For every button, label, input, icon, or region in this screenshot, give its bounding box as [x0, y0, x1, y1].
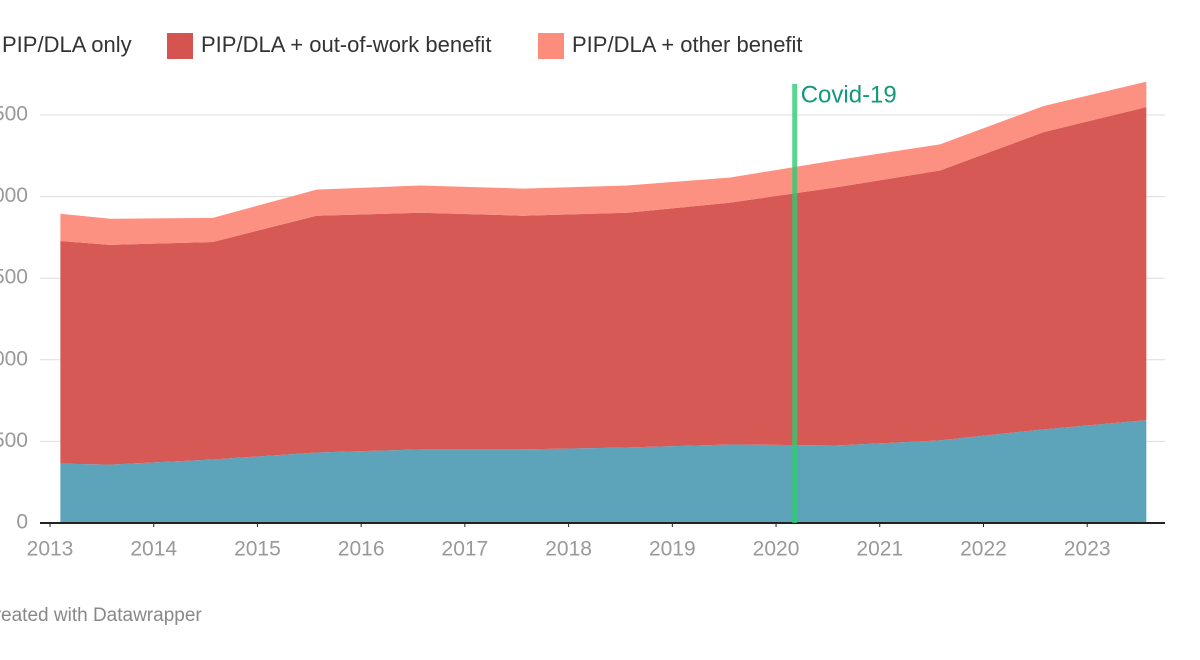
legend-swatch — [538, 33, 564, 59]
y-tick-label: 1,000 — [0, 347, 28, 370]
x-tick-label: 2014 — [130, 538, 177, 561]
x-tick-label: 2017 — [442, 538, 489, 561]
y-tick-label: 2,000 — [0, 184, 28, 207]
x-tick-label: 2021 — [856, 538, 903, 561]
x-tick-label: 2023 — [1064, 538, 1111, 561]
x-tick-label: 2019 — [649, 538, 696, 561]
footer: Created with Datawrapper — [0, 605, 202, 626]
x-tick-label: 2015 — [234, 538, 281, 561]
x-tick-label: 2016 — [338, 538, 385, 561]
legend-label: PIP/DLA + other benefit — [572, 32, 803, 57]
x-tick-label: 2013 — [27, 538, 74, 561]
x-tick-label: 2018 — [545, 538, 592, 561]
y-tick-label: 500 — [0, 429, 28, 452]
y-tick-label: 1,500 — [0, 266, 28, 289]
annotation-label: Covid-19 — [801, 81, 897, 108]
x-tick-label: 2022 — [960, 538, 1007, 561]
legend-swatch — [167, 33, 193, 59]
area — [60, 420, 1147, 523]
area — [60, 107, 1147, 465]
x-tick-label: 2020 — [753, 538, 800, 561]
area — [60, 81, 1147, 245]
y-tick-label: 0 — [16, 511, 28, 534]
y-tick-label: 2,500 — [0, 103, 28, 126]
legend-label: PIP/DLA only — [2, 32, 132, 57]
legend-label: PIP/DLA + out-of-work benefit — [201, 32, 491, 57]
